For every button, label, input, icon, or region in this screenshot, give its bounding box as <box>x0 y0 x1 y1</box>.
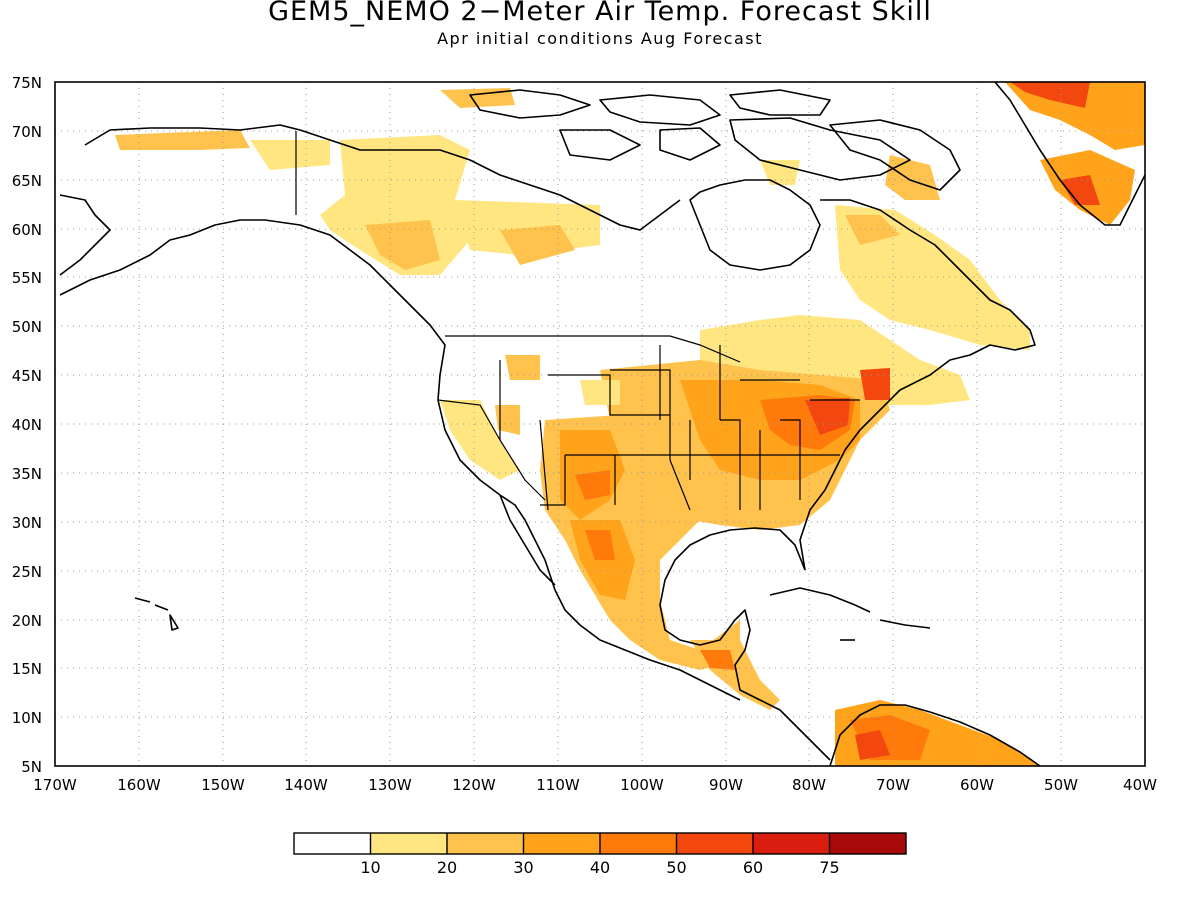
greenland-shading <box>1005 82 1145 150</box>
lon-label: 120W <box>452 776 496 794</box>
lat-label: 40N <box>12 416 42 434</box>
lat-label: 15N <box>12 660 42 678</box>
lon-label: 110W <box>536 776 580 794</box>
lon-label: 100W <box>620 776 664 794</box>
lon-label: 150W <box>201 776 245 794</box>
lat-label: 75N <box>12 74 42 92</box>
skill-shading <box>115 82 1145 766</box>
colorbar-label: 40 <box>590 858 610 877</box>
colorbar-bin <box>753 833 830 854</box>
lat-label: 35N <box>12 465 42 483</box>
lat-label: 25N <box>12 563 42 581</box>
alaska-shading <box>115 130 250 150</box>
lat-label: 60N <box>12 221 42 239</box>
lon-label: 50W <box>1044 776 1078 794</box>
lat-label: 30N <box>12 514 42 532</box>
lon-label: 80W <box>792 776 826 794</box>
lon-label: 60W <box>960 776 994 794</box>
colorbar-label: 50 <box>666 858 686 877</box>
colorbar-label: 10 <box>360 858 380 877</box>
lon-label: 40W <box>1123 776 1157 794</box>
colorbar-label: 75 <box>819 858 839 877</box>
lon-label: 70W <box>876 776 910 794</box>
colorbar-label: 60 <box>743 858 763 877</box>
lon-label: 90W <box>709 776 743 794</box>
lat-label: 10N <box>12 709 42 727</box>
colorbar-label: 20 <box>437 858 457 877</box>
lat-label: 55N <box>12 269 42 287</box>
map-frame <box>54 81 1146 767</box>
lon-axis: 170W 160W 150W 140W 130W 120W 110W 100W … <box>33 776 1157 794</box>
colorbar-bin <box>600 833 677 854</box>
lon-label: 170W <box>33 776 77 794</box>
lat-label: 50N <box>12 318 42 336</box>
colorbar-bin <box>523 833 600 854</box>
colorbar: 10 20 30 40 50 60 75 <box>293 832 907 877</box>
political-boundaries <box>295 131 860 511</box>
lat-label: 70N <box>12 123 42 141</box>
lat-label: 20N <box>12 612 42 630</box>
lat-label: 5N <box>21 758 42 776</box>
map-subtitle: Apr initial conditions Aug Forecast <box>437 29 763 48</box>
quebec-shading <box>835 205 1030 350</box>
colorbar-bin <box>370 833 447 854</box>
colorbar-bin <box>676 833 753 854</box>
colorbar-bin <box>829 833 906 854</box>
colorbar-bin <box>294 833 371 854</box>
map-title: GEM5_NEMO 2−Meter Air Temp. Forecast Ski… <box>268 0 932 27</box>
lat-axis: 75N 70N 65N 60N 55N 50N 45N 40N 35N 30N … <box>12 74 42 776</box>
lat-label: 45N <box>12 367 42 385</box>
lon-label: 130W <box>368 776 412 794</box>
coastlines <box>59 82 1145 766</box>
lon-label: 160W <box>117 776 161 794</box>
colorbar-label: 30 <box>513 858 533 877</box>
grid-lines <box>55 82 1145 766</box>
colorbar-bin <box>447 833 524 854</box>
lon-label: 140W <box>284 776 328 794</box>
lat-label: 65N <box>12 172 42 190</box>
